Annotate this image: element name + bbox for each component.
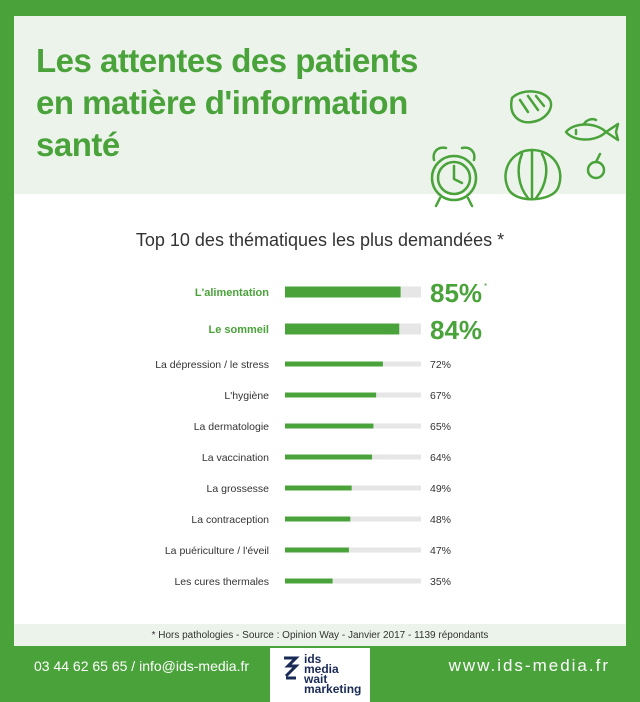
logo-line-3: wait: [304, 672, 328, 686]
bar-row: L'alimentation 85% *: [195, 278, 487, 308]
category-label: La dépression / le stress: [155, 359, 269, 371]
bar: [285, 361, 383, 367]
food-illustration: [430, 90, 620, 208]
category-label: La contraception: [191, 514, 269, 526]
value-label: 67%: [430, 390, 451, 402]
bar-track: [285, 547, 421, 553]
cabbage-icon: [504, 148, 562, 201]
alarm-clock-icon: [430, 146, 478, 208]
bar-row: La dépression / le stress 72%: [155, 359, 451, 371]
category-label: L'alimentation: [195, 287, 269, 299]
title-line-1: Les attentes des patients: [36, 42, 418, 79]
bar-row: L'hygiène 67%: [224, 390, 451, 402]
bar: [285, 392, 377, 398]
logo-line-4: marketing: [304, 682, 362, 696]
value-label: 49%: [430, 483, 451, 495]
bar: [285, 323, 400, 335]
bar-row: La dermatologie 65%: [194, 421, 451, 433]
bar: [285, 516, 351, 522]
category-label: Le sommeil: [208, 324, 269, 336]
logo-mark-icon: [284, 656, 300, 680]
bar-row: Le sommeil 84%: [208, 315, 482, 345]
page-title: Les attentes des patients en matière d'i…: [36, 40, 476, 166]
logo-line-1: ids: [304, 652, 322, 666]
category-label: La grossesse: [207, 483, 270, 495]
value-label: 65%: [430, 421, 451, 433]
chart-title: Top 10 des thématiques les plus demandée…: [135, 230, 505, 250]
category-label: La vaccination: [202, 452, 269, 464]
bar-row: La contraception 48%: [191, 514, 451, 526]
value-label: 35%: [430, 576, 451, 588]
bar: [285, 286, 401, 298]
value-label: 64%: [430, 452, 451, 464]
header-band: Les attentes des patients en matière d'i…: [14, 16, 626, 208]
contact-info[interactable]: 03 44 62 65 65 / info@ids-media.fr: [34, 658, 250, 674]
bar-row: La grossesse 49%: [207, 483, 451, 495]
steak-icon: [509, 90, 553, 124]
logo-line-2: media: [304, 662, 339, 676]
value-label: 84%: [430, 315, 482, 345]
website-link[interactable]: www.ids-media.fr: [448, 656, 610, 675]
category-label: La puériculture / l'éveil: [165, 545, 269, 557]
bar: [285, 423, 374, 429]
footnote-band: [14, 624, 626, 646]
bar: [285, 578, 333, 584]
value-asterisk: *: [484, 282, 487, 291]
title-line-3: santé: [36, 126, 120, 163]
bar-row: La vaccination 64%: [202, 452, 451, 464]
value-label: 48%: [430, 514, 451, 526]
value-label: 72%: [430, 359, 451, 371]
content-frame: Les attentes des patients en matière d'i…: [14, 16, 626, 646]
bar-row: La puériculture / l'éveil 47%: [165, 545, 451, 557]
bar-chart: L'alimentation 85% * Le sommeil 84% La dépres…: [155, 278, 487, 588]
title-line-2: en matière d'information: [36, 84, 408, 121]
bar: [285, 547, 349, 553]
bar: [285, 485, 352, 491]
bar-track: [285, 578, 421, 584]
footnote: * Hors pathologies - Source : Opinion Wa…: [151, 630, 489, 641]
plum-icon: [586, 152, 606, 180]
bar-track: [285, 485, 421, 491]
category-label: Les cures thermales: [174, 576, 269, 588]
bar: [285, 454, 373, 460]
value-label: 47%: [430, 545, 451, 557]
company-logo: ids media wait marketing: [270, 648, 370, 702]
bar-row: Les cures thermales 35%: [174, 576, 451, 588]
bar-track: [285, 516, 421, 522]
category-label: L'hygiène: [224, 390, 269, 402]
fish-icon: [564, 117, 620, 142]
category-label: La dermatologie: [194, 421, 269, 433]
value-label: 85%: [430, 278, 482, 308]
